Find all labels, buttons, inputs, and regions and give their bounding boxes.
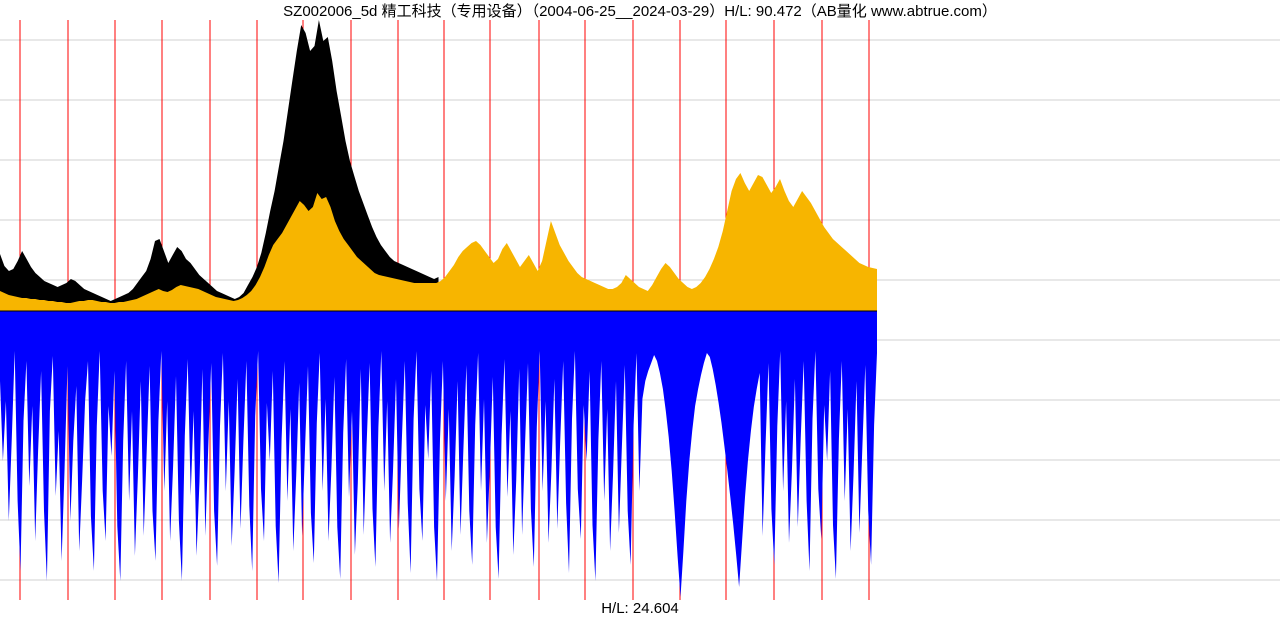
chart-title: SZ002006_5d 精工科技（专用设备）（2004-06-25__2024-… <box>0 0 1280 21</box>
stock-chart <box>0 0 1280 620</box>
bottom-ratio-label: H/L: 24.604 <box>0 600 1280 617</box>
